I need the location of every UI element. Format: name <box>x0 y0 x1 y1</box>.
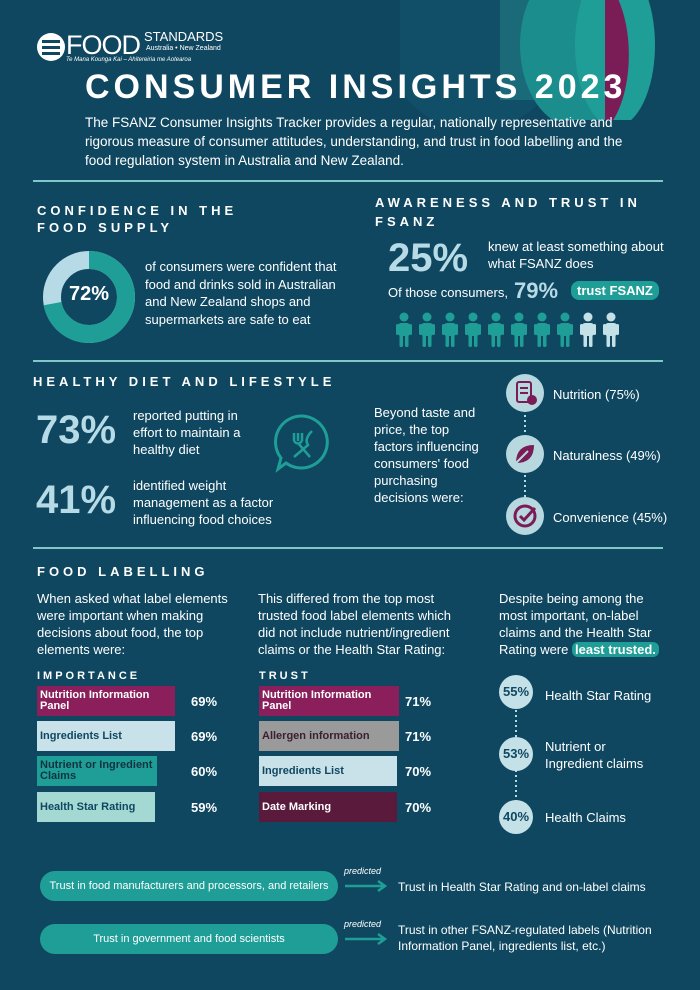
leaf-icon <box>506 435 544 473</box>
person-icon <box>602 312 620 348</box>
logo-word: FOOD <box>66 30 141 60</box>
least-trusted-label: Nutrient or Ingredient claims <box>545 739 644 771</box>
bar-percent: 60% <box>191 764 218 779</box>
bar-percent: 69% <box>191 694 218 709</box>
prediction-arrow-label: predicted <box>344 866 382 876</box>
healthy-stat2-text: identified weight management as a factor… <box>133 478 274 527</box>
person-icon <box>395 312 413 348</box>
prediction-arrow-label: predicted <box>344 919 382 929</box>
least-trusted-percent: 55% <box>499 675 533 709</box>
confidence-donut <box>43 251 135 343</box>
clipboard-apple-icon <box>506 374 544 412</box>
importance-header: IMPORTANCE <box>37 670 141 682</box>
prediction-from: Trust in government and food scientists <box>40 924 338 954</box>
divider <box>33 547 663 549</box>
healthy-title: HEALTHY DIET AND LIFESTYLE <box>33 374 336 389</box>
page-title: CONSUMER INSIGHTS 2023 <box>85 68 627 106</box>
confidence-percent: 72% <box>68 283 110 305</box>
bar-percent: 71% <box>405 729 432 744</box>
person-icon <box>579 312 597 348</box>
least-trusted-label: Health Star Rating <box>545 688 652 703</box>
least-trusted-percent: 40% <box>499 800 533 834</box>
bar: Health Star Rating <box>37 792 155 822</box>
prediction-from: Trust in food manufacturers and processo… <box>40 871 338 901</box>
bar: Ingredients List <box>259 756 398 786</box>
trust-header: TRUST <box>259 670 311 682</box>
person-icon <box>556 312 574 348</box>
bar-percent: 69% <box>191 729 218 744</box>
logo-mark-icon <box>37 33 65 61</box>
divider <box>33 180 663 182</box>
trust-fsanz-pill: trust FSANZ <box>571 281 659 300</box>
confidence-text: of consumers were confident that food an… <box>145 259 337 327</box>
healthy-stat1-percent: 73% <box>36 408 117 452</box>
logo-region: Australia • New Zealand <box>146 45 221 52</box>
least-trusted-pill: least trusted. <box>572 642 659 657</box>
logo-standards: STANDARDS <box>144 29 224 44</box>
prediction-to: Trust in other FSANZ-regulated labels (N… <box>398 923 652 953</box>
healthy-stat2-percent: 41% <box>36 478 117 522</box>
factor-label: Convenience (45%) <box>553 510 668 525</box>
person-icon <box>418 312 436 348</box>
bar-percent: 59% <box>191 800 218 815</box>
check-circle-icon <box>506 497 544 535</box>
person-icon <box>487 312 505 348</box>
person-icon <box>441 312 459 348</box>
awareness-text: knew at least something about what FSANZ… <box>488 239 664 271</box>
bar: Ingredients List <box>37 721 175 751</box>
confidence-title: CONFIDENCE IN THE FOOD SUPPLY <box>37 203 238 235</box>
bar-percent: 70% <box>405 764 432 779</box>
bar: Nutrition Information Panel <box>37 686 175 716</box>
labelling-col3-text: Despite being among the most important, … <box>499 590 664 658</box>
healthy-stat1-text: reported putting in effort to maintain a… <box>133 408 241 457</box>
awareness-percent: 25% <box>388 236 469 280</box>
least-trusted-percent: 53% <box>499 737 533 771</box>
person-icon <box>533 312 551 348</box>
arrow-right-icon <box>345 932 388 946</box>
people-icons <box>395 312 635 352</box>
prediction-to: Trust in Health Star Rating and on-label… <box>398 880 646 894</box>
awareness-of-those: Of those consumers, <box>388 285 508 300</box>
bar: Nutrition Information Panel <box>259 686 399 716</box>
trust-percent: 79% <box>514 278 559 303</box>
person-icon <box>510 312 528 348</box>
labelling-title: FOOD LABELLING <box>37 564 209 579</box>
bar-percent: 71% <box>405 694 432 709</box>
arrow-right-icon <box>345 879 388 893</box>
bar: Date Marking <box>259 792 398 822</box>
labelling-col3-lead: Despite being among the most important, … <box>499 591 652 657</box>
factors-intro: Beyond taste and price, the top factors … <box>374 405 479 505</box>
bar: Allergen information <box>259 721 399 751</box>
utensils-bubble-icon <box>273 414 329 473</box>
labelling-col1-text: When asked what label elements were impo… <box>37 591 228 657</box>
intro-text: The FSANZ Consumer Insights Tracker prov… <box>85 115 623 168</box>
factor-label: Nutrition (75%) <box>553 387 640 402</box>
person-icon <box>464 312 482 348</box>
bar-percent: 70% <box>405 800 432 815</box>
factor-label: Naturalness (49%) <box>553 448 661 463</box>
logo-maori: Te Mana Kounga Kai – Ahitereiria me Aote… <box>66 57 192 63</box>
divider <box>33 360 663 362</box>
awareness-title: AWARENESS AND TRUST IN FSANZ <box>375 195 641 229</box>
importance-bars: Nutrition Information Panel 69% Ingredient… <box>37 686 247 826</box>
labelling-col2-text: This differed from the top most trusted … <box>258 591 451 657</box>
trust-bars: Nutrition Information Panel 71% Allergen i… <box>259 686 469 826</box>
bar: Nutrient or Ingredient Claims <box>37 756 157 786</box>
least-trusted-label: Health Claims <box>545 810 626 825</box>
header-decoration <box>400 0 655 120</box>
